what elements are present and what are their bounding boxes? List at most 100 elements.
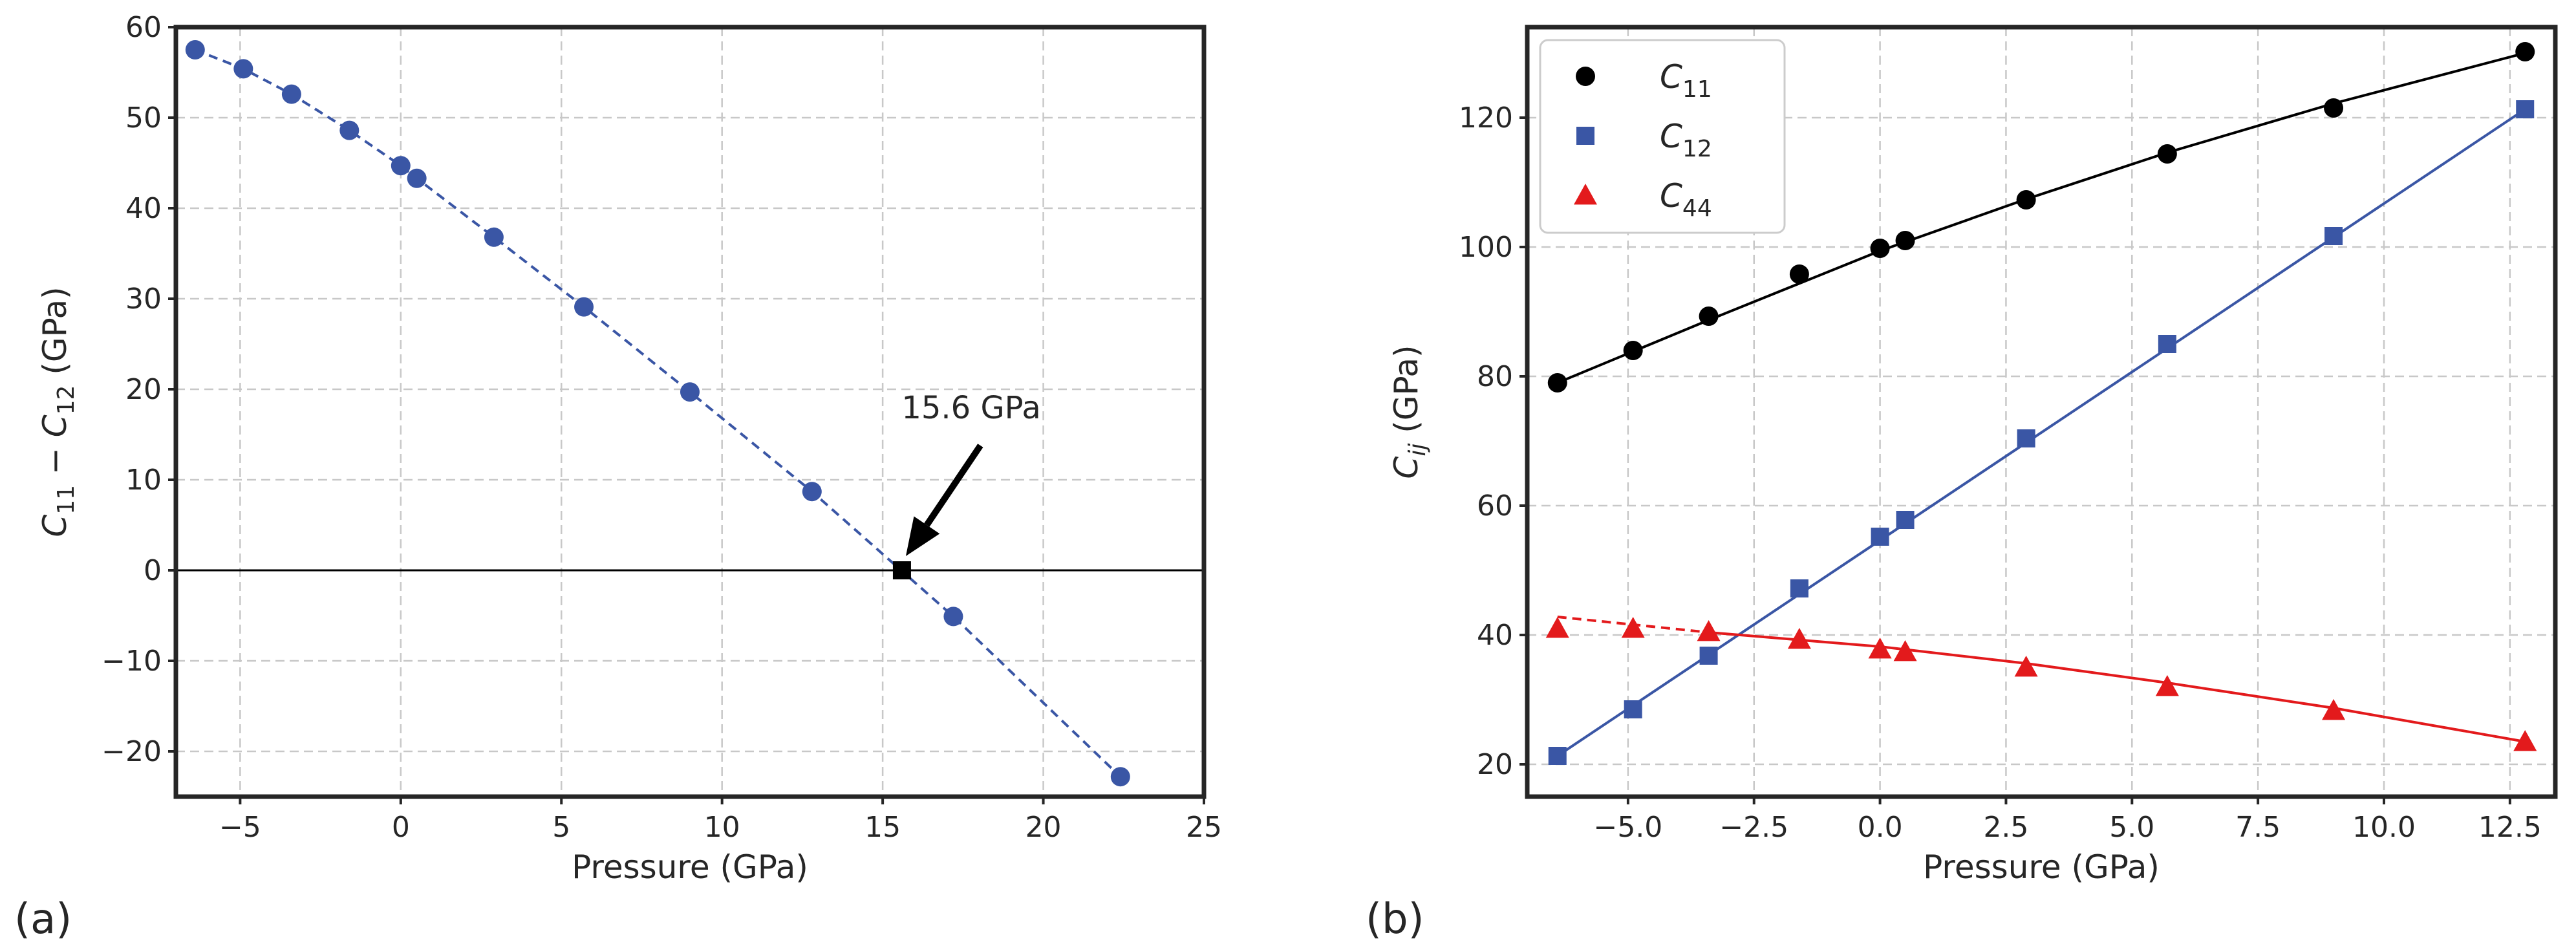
transition-point-marker	[892, 561, 911, 579]
data-point	[339, 120, 360, 140]
data-point-c11	[2324, 98, 2344, 118]
data-point	[407, 168, 427, 188]
panel-b-grid	[1527, 27, 2555, 797]
panel-a-x-tick-label: −5	[219, 811, 261, 844]
panel-a-y-tick-label: 30	[125, 283, 162, 316]
data-point-c12	[1896, 511, 1915, 529]
annotation-arrow-shaft	[924, 444, 983, 527]
legend-label-base: C	[1660, 177, 1682, 215]
data-point-c44	[1868, 638, 1892, 659]
panel-b-x-tick-label: −5.0	[1593, 811, 1662, 844]
data-point-c12	[2017, 429, 2035, 447]
legend-label-base: C	[1660, 58, 1682, 96]
data-point	[185, 40, 205, 59]
data-point-c12	[2516, 100, 2535, 118]
data-point	[233, 59, 253, 79]
panel-a-x-tick-label: 10	[704, 811, 740, 844]
data-point-c11	[1870, 239, 1890, 258]
panel-b-x-tick-label: 10.0	[2352, 811, 2416, 844]
data-point-c12	[1624, 700, 1642, 718]
data-point	[281, 84, 301, 104]
data-point-c12	[1790, 579, 1809, 597]
panel-a-x-axis-label: Pressure (GPa)	[572, 848, 808, 886]
legend-marker-c12	[1576, 127, 1594, 145]
panel-b-ylabel-unit: (GPa)	[1388, 345, 1425, 443]
panel-b-label: (b)	[1366, 896, 1424, 943]
legend-label-subscript: 44	[1682, 195, 1712, 222]
data-point	[943, 607, 963, 627]
panel-a-y-tick-label: −20	[102, 735, 162, 768]
panel-a-y-tick-label: 20	[125, 373, 162, 406]
data-point-c44	[1621, 617, 1645, 638]
data-point	[484, 227, 504, 247]
panel-a-ylabel-unit: (GPa)	[36, 286, 74, 385]
panel-a-plot: 15.6 GPa	[176, 40, 1204, 787]
data-point-c12	[1871, 528, 1889, 546]
data-point-c12	[1548, 747, 1567, 765]
legend-marker-c11	[1576, 67, 1595, 86]
panel-b-frame	[1525, 25, 2558, 799]
data-point-c44	[1893, 640, 1917, 661]
chart-panel-b: −5.0 −2.5 0.0 2.5 5.0 7.5 10.0 12.5 20 40 60 80 100 1…	[1366, 25, 2558, 943]
panel-a-label: (a)	[14, 896, 72, 943]
panel-a-x-tick-label: 15	[864, 811, 901, 844]
fit-line-c44	[1708, 631, 2526, 743]
data-point-c44	[2513, 730, 2537, 751]
annotation-label: 15.6 GPa	[901, 390, 1041, 426]
data-point-c11	[1895, 231, 1915, 250]
chart-panel-a: 15.6 GPa −5 0 5 10 15 20 25 −20 −10 0 10 20 30 40 50 60…	[14, 11, 1222, 943]
panel-a-x-tick-label: 20	[1025, 811, 1062, 844]
panel-b-x-tick-label: 12.5	[2478, 811, 2542, 844]
panel-b-y-tick-label: 120	[1459, 102, 1513, 134]
panel-b-y-tick-label: 40	[1477, 619, 1513, 652]
panel-b-x-axis-label: Pressure (GPa)	[1923, 848, 2160, 886]
data-point	[574, 297, 594, 317]
panel-a-grid	[176, 26, 1205, 797]
panel-b-x-tick-label: 5.0	[2109, 811, 2154, 844]
panel-b-ylabel-sub: ij	[1404, 444, 1431, 457]
panel-a-y-tick-label: 0	[144, 554, 162, 587]
data-point	[680, 382, 700, 402]
panel-b-y-tick-label: 100	[1459, 231, 1513, 264]
legend-marker-c44	[1574, 184, 1597, 205]
data-point-c11	[2016, 190, 2036, 210]
panel-b-plot	[1545, 42, 2537, 765]
legend-frame	[1539, 39, 1786, 234]
data-point-c44	[2014, 656, 2038, 677]
panel-b-x-tick-label: 2.5	[1983, 811, 2028, 844]
data-point-c11	[1699, 306, 1719, 326]
legend-label-subscript: 12	[1682, 136, 1712, 162]
panel-b-y-tick-label: 80	[1477, 360, 1513, 393]
data-point-c11	[1789, 264, 1809, 284]
legend-label-subscript: 11	[1682, 76, 1712, 103]
panel-a-frame	[173, 25, 1207, 799]
panel-a-y-tick-label: 10	[125, 464, 162, 497]
legend-label-base: C	[1660, 118, 1682, 155]
panel-b-x-tick-label: 0.0	[1858, 811, 1903, 844]
panel-a-x-tick-label: 0	[392, 811, 410, 844]
data-point	[802, 482, 822, 502]
panel-a-y-axis-label: C11 − C12 (GPa)	[36, 286, 80, 537]
data-point-c12	[2324, 227, 2343, 245]
legend-label-c44: C44	[1660, 177, 1712, 222]
panel-a-y-tick-label: 40	[125, 192, 162, 225]
data-point-c44	[1787, 628, 1811, 649]
data-point-c12	[1699, 647, 1718, 665]
panel-a-ylabel-c1: C	[36, 515, 74, 537]
legend-label-c11: C11	[1660, 58, 1712, 103]
data-point-c11	[1623, 341, 1643, 360]
panel-b-ylabel-c: C	[1388, 457, 1425, 479]
data-point-c44	[2155, 675, 2179, 696]
panel-a-ticks: −5 0 5 10 15 20 25 −20 −10 0 10 20 30 40 50 60	[102, 11, 1222, 844]
panel-a-ylabel-c2: C	[36, 414, 74, 437]
panel-b-y-tick-label: 60	[1477, 489, 1513, 522]
panel-a-ylabel-sub2: 12	[53, 385, 80, 415]
panel-b-ticks: −5.0 −2.5 0.0 2.5 5.0 7.5 10.0 12.5 20 40 60 80 100 1…	[1459, 102, 2542, 844]
panel-b-x-tick-label: −2.5	[1719, 811, 1788, 844]
data-point-c11	[2515, 42, 2535, 61]
data-point	[1110, 767, 1130, 787]
data-point-c11	[2157, 144, 2177, 164]
data-point-c11	[1547, 373, 1567, 392]
data-point-c44	[1545, 617, 1569, 638]
